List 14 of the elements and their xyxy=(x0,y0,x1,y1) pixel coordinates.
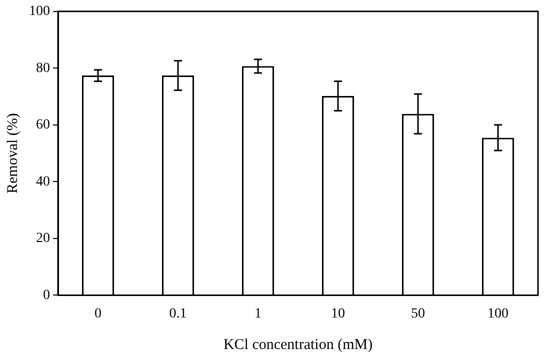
x-tick-label: 1 xyxy=(254,306,262,322)
y-tick-label: 100 xyxy=(29,4,50,20)
y-axis-title: Removal (%) xyxy=(4,113,21,194)
y-tick-label: 20 xyxy=(36,231,50,246)
x-tick-label: 0 xyxy=(94,306,102,322)
x-tick-label: 0.1 xyxy=(169,306,187,322)
x-tick-label: 10 xyxy=(331,306,345,322)
y-tick-label: 60 xyxy=(36,118,50,133)
x-tick-label: 100 xyxy=(488,306,508,322)
y-tick-label: 0 xyxy=(43,288,50,303)
y-tick-label: 40 xyxy=(36,174,50,190)
x-tick-label: 50 xyxy=(411,306,425,322)
y-tick-label: 80 xyxy=(36,60,50,76)
x-axis-title: KCl concentration (mM) xyxy=(223,336,373,353)
